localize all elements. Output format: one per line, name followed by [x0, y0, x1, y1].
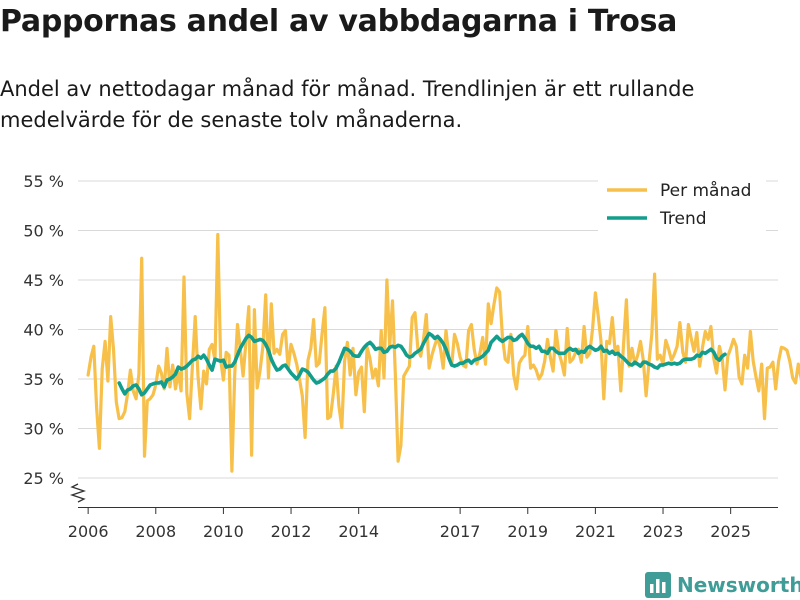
x-tick-label: 2021 [575, 522, 616, 541]
y-tick-label: 25 % [23, 469, 64, 488]
x-tick-label: 2014 [338, 522, 379, 541]
chart-subtitle: Andel av nettodagar månad för månad. Tre… [0, 77, 695, 132]
series-lines [86, 232, 800, 473]
x-tick-label: 2012 [271, 522, 312, 541]
x-tick-label: 2023 [643, 522, 684, 541]
y-tick-label: 35 % [23, 370, 64, 389]
x-tick-label: 2010 [203, 522, 244, 541]
x-tick-label: 2008 [135, 522, 176, 541]
x-tick-label: 2025 [710, 522, 751, 541]
series-line-per-manad [86, 232, 800, 473]
newsworthy-icon [645, 572, 671, 598]
x-tick-label: 2017 [440, 522, 481, 541]
x-axis-ticks: 2006 2008 2010 2012 2014 2017 2019 2021 2023 2025 [68, 507, 751, 541]
legend-box [598, 174, 766, 232]
chart-title: Pappornas andel av vabbdagarna i Trosa [0, 4, 678, 39]
series-line-trend [117, 331, 727, 397]
brand-name: Newsworthy [677, 573, 800, 597]
y-tick-label: 45 % [23, 271, 64, 290]
x-tick-label: 2006 [68, 522, 109, 541]
legend: Per månad Trend [598, 174, 766, 232]
newsworthy-logo: Newsworthy [645, 570, 800, 600]
y-tick-label: 55 % [23, 172, 64, 191]
legend-label-trend: Trend [659, 209, 707, 229]
axis-break-icon [69, 483, 87, 503]
x-tick-label: 2019 [507, 522, 548, 541]
y-tick-label: 40 % [23, 321, 64, 340]
y-axis-ticks: 25 % 30 % 35 % 40 % 45 % 50 % 55 % [23, 172, 64, 488]
y-tick-label: 50 % [23, 222, 64, 241]
legend-label-per-manad: Per månad [660, 180, 751, 201]
y-tick-label: 30 % [23, 420, 64, 439]
x-axis [69, 483, 778, 508]
